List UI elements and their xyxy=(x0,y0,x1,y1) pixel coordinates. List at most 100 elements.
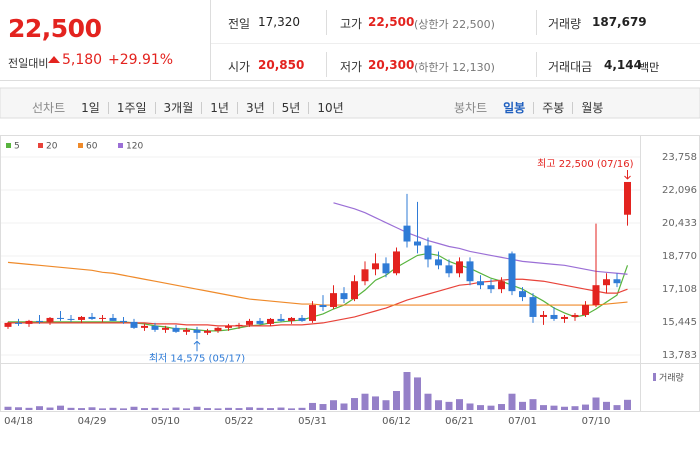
period-tab[interactable]: 일봉 xyxy=(503,101,526,115)
candle-body xyxy=(298,317,306,321)
amount-unit: 백만 xyxy=(639,61,660,74)
volume-bar xyxy=(235,408,243,410)
volume-bar xyxy=(582,404,589,410)
annotation-arrow xyxy=(624,169,631,180)
volume-bar xyxy=(477,405,484,410)
candle-body xyxy=(235,324,243,326)
volume-bar xyxy=(603,401,610,410)
period-tab[interactable]: 월봉 xyxy=(572,102,611,114)
volume-bar xyxy=(120,408,127,410)
candle-body xyxy=(624,181,631,215)
candle-body xyxy=(78,316,85,320)
candle-body xyxy=(519,291,526,298)
high-label: 고가 xyxy=(340,17,363,31)
volume-bar xyxy=(361,393,369,410)
candle-body xyxy=(172,327,180,332)
volume-bar xyxy=(382,400,390,410)
candle-body xyxy=(309,305,316,321)
volume-bar xyxy=(340,403,348,410)
ma-line xyxy=(333,202,628,275)
volume-bar xyxy=(393,391,400,410)
lower-limit: (하한가 12,130) xyxy=(414,61,495,74)
prev-close-label: 전일 xyxy=(228,17,251,31)
candle-body xyxy=(183,329,190,332)
candle-body xyxy=(592,285,600,306)
legend-swatch xyxy=(38,143,43,148)
volume-bar xyxy=(519,401,526,410)
candle-body xyxy=(330,293,337,308)
volume-bar xyxy=(214,408,222,410)
volume-bar xyxy=(141,408,148,410)
candle-body xyxy=(151,325,159,330)
period-tab[interactable]: 주봉 xyxy=(533,102,572,114)
x-tick-label: 07/10 xyxy=(582,416,611,427)
candle-body xyxy=(424,245,432,260)
candle-body xyxy=(204,330,211,333)
volume-bar xyxy=(109,407,117,410)
legend-label: 60 xyxy=(86,142,98,152)
change: 5,180 xyxy=(62,52,103,68)
candle-body xyxy=(319,305,327,308)
candle-body xyxy=(445,265,453,274)
candle-body xyxy=(46,317,54,322)
up-arrow xyxy=(48,56,60,63)
x-tick-label: 06/21 xyxy=(445,416,474,427)
volume-bar xyxy=(172,407,180,410)
annotation: 최고 22,500 (07/16) xyxy=(537,158,633,170)
tab-bar xyxy=(0,87,700,119)
candle-body xyxy=(435,259,442,266)
candle-body xyxy=(613,279,621,284)
tab-group-label: 봉차트 xyxy=(454,101,488,115)
candle-body xyxy=(466,261,474,282)
candle-body xyxy=(193,329,201,333)
period-tab[interactable]: 3개월 xyxy=(154,102,202,114)
volume-label: 거래량 xyxy=(548,17,582,31)
x-tick-label: 05/22 xyxy=(225,416,254,427)
volume-bar xyxy=(571,406,579,410)
low: 20,300 xyxy=(368,58,415,72)
period-tab[interactable]: 1일 xyxy=(81,101,100,115)
period-tab[interactable]: 10년 xyxy=(308,102,351,114)
candle-body xyxy=(561,316,568,319)
prev-close: 17,320 xyxy=(258,15,300,29)
candle-body xyxy=(267,318,274,324)
period-tab[interactable]: 1년 xyxy=(201,102,237,114)
candle-body xyxy=(214,327,222,331)
candle-body xyxy=(487,285,495,290)
volume-bar xyxy=(309,402,316,410)
high: 22,500 xyxy=(368,15,415,29)
volume-bar xyxy=(204,408,211,410)
candle-body xyxy=(540,314,547,317)
legend-label: 120 xyxy=(126,142,143,152)
volume-legend-swatch xyxy=(653,373,656,381)
volume-bar xyxy=(592,397,600,410)
candle-body xyxy=(109,317,117,321)
volume-bar xyxy=(288,408,295,410)
period-tab[interactable]: 5년 xyxy=(272,102,309,114)
candle-body xyxy=(508,253,516,292)
x-tick-label: 04/18 xyxy=(4,416,33,427)
volume-bar xyxy=(351,398,358,410)
x-tick-label: 07/01 xyxy=(508,416,537,427)
period-tab[interactable]: 1주일 xyxy=(107,102,155,114)
volume-bar xyxy=(403,372,411,410)
volume-bar xyxy=(561,406,568,410)
amount: 4,144 xyxy=(604,58,642,72)
y-tick-label: 17,108 xyxy=(662,284,697,295)
candle-body xyxy=(550,314,558,319)
ma-line xyxy=(8,252,629,332)
volume-bar xyxy=(25,407,33,410)
candle-body xyxy=(36,320,43,322)
candle-body xyxy=(141,325,148,328)
volume-bar xyxy=(130,406,138,410)
period-tab[interactable]: 3년 xyxy=(236,102,273,114)
candle-body xyxy=(403,225,411,242)
candle-body xyxy=(246,320,253,325)
price: 22,500 xyxy=(8,14,102,43)
volume-bar xyxy=(193,406,201,410)
volume-bar xyxy=(330,400,337,410)
candle-body xyxy=(120,320,127,322)
change-rate: +29.91% xyxy=(108,52,174,68)
candle-body xyxy=(498,281,505,290)
volume-bar xyxy=(540,405,547,410)
